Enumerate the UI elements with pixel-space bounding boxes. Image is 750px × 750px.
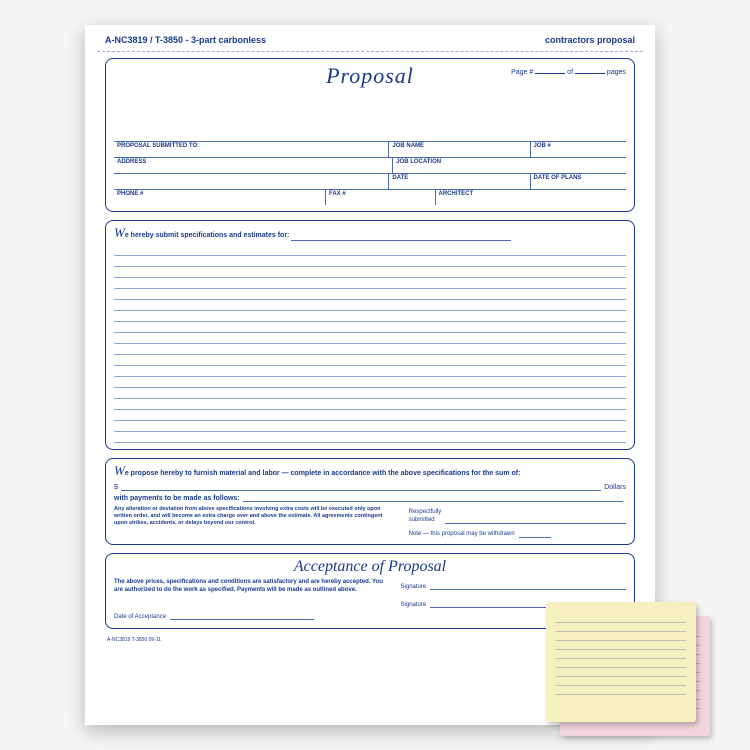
field-date-of-plans[interactable]: DATE OF PLANS xyxy=(530,174,626,189)
carbonless-copies xyxy=(550,606,710,736)
header-strip: A-NC3819 / T-3850 - 3-part carbonless co… xyxy=(85,25,655,49)
spec-lead-line[interactable] xyxy=(291,233,511,241)
spec-line[interactable] xyxy=(114,377,626,388)
spec-lines-area[interactable] xyxy=(114,245,626,443)
proposal-title: Proposal xyxy=(326,63,414,89)
spec-line[interactable] xyxy=(114,410,626,421)
field-job-no[interactable]: JOB # xyxy=(530,142,626,157)
spec-line[interactable] xyxy=(114,278,626,289)
signature-2-label: Signature xyxy=(401,602,427,608)
acceptance-date-label: Date of Acceptance xyxy=(114,614,166,620)
respectfully-label: Respectfully submitted xyxy=(409,509,442,524)
field-address-2[interactable] xyxy=(114,174,388,189)
contractor-info-area[interactable] xyxy=(114,91,626,141)
perforation-line xyxy=(97,51,643,52)
specifications-box: We hereby submit specifications and esti… xyxy=(105,220,635,450)
page-total-field[interactable] xyxy=(575,67,605,74)
spec-line[interactable] xyxy=(114,333,626,344)
field-fax[interactable]: FAX # xyxy=(325,190,435,205)
fine-print: Any alteration or deviation from above s… xyxy=(114,506,397,538)
spec-line[interactable] xyxy=(114,289,626,300)
fine-print-row: Any alteration or deviation from above s… xyxy=(114,506,626,538)
field-architect[interactable]: ARCHITECT xyxy=(435,190,627,205)
spec-line[interactable] xyxy=(114,355,626,366)
signature-1-label: Signature xyxy=(401,584,427,590)
spec-line[interactable] xyxy=(114,256,626,267)
spec-line[interactable] xyxy=(114,344,626,355)
field-job-name[interactable]: JOB NAME xyxy=(388,142,529,157)
acceptance-title: Acceptance of Proposal xyxy=(114,558,626,576)
field-address[interactable]: ADDRESS xyxy=(114,158,392,173)
spec-line[interactable] xyxy=(114,432,626,443)
amount-field[interactable] xyxy=(121,482,601,491)
payments-row: with payments to be made as follows: xyxy=(114,493,626,502)
withdraw-days-field[interactable] xyxy=(519,530,551,538)
spec-line[interactable] xyxy=(114,267,626,278)
page-indicator: Page # of pages xyxy=(511,67,626,76)
product-name: contractors proposal xyxy=(545,35,635,45)
product-code: A-NC3819 / T-3850 - 3-part carbonless xyxy=(105,35,266,45)
note-label: Note — this proposal may be withdrawn xyxy=(409,531,515,539)
propose-box: We propose hereby to furnish material an… xyxy=(105,458,635,545)
spec-line[interactable] xyxy=(114,322,626,333)
signature-1-field[interactable] xyxy=(430,582,626,590)
spec-line[interactable] xyxy=(114,366,626,377)
spec-line[interactable] xyxy=(114,421,626,432)
proposal-header-box: Proposal Page # of pages PROPOSAL SUBMIT… xyxy=(105,58,635,212)
spec-line[interactable] xyxy=(114,245,626,256)
propose-lead: We propose hereby to furnish material an… xyxy=(114,463,626,479)
amount-row: $ Dollars xyxy=(114,482,626,491)
form-body: Proposal Page # of pages PROPOSAL SUBMIT… xyxy=(85,58,655,653)
spec-line[interactable] xyxy=(114,388,626,399)
field-date[interactable]: DATE xyxy=(388,174,529,189)
spec-line[interactable] xyxy=(114,311,626,322)
spec-line[interactable] xyxy=(114,399,626,410)
spec-line[interactable] xyxy=(114,300,626,311)
yellow-copy xyxy=(546,602,696,722)
page-number-field[interactable] xyxy=(535,67,565,74)
field-submitted-to[interactable]: PROPOSAL SUBMITTED TO: xyxy=(114,142,388,157)
field-job-location[interactable]: JOB LOCATION xyxy=(392,158,626,173)
acceptance-date-field[interactable] xyxy=(170,612,314,620)
spec-lead: We hereby submit specifications and esti… xyxy=(114,225,626,241)
submitter-signature-field[interactable] xyxy=(445,516,626,524)
field-phone[interactable]: PHONE # xyxy=(114,190,325,205)
acceptance-text: The above prices, specifications and con… xyxy=(114,579,385,608)
payments-field[interactable] xyxy=(243,493,623,502)
